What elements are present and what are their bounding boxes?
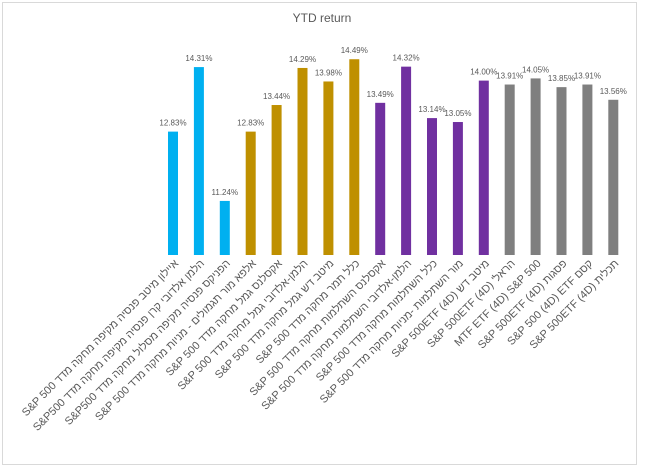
bar	[245, 131, 256, 255]
data-label: 11.24%	[212, 188, 239, 197]
data-label: 14.32%	[393, 54, 420, 63]
data-label: 14.49%	[341, 46, 368, 55]
data-label: 13.05%	[444, 109, 471, 118]
bar	[375, 102, 386, 255]
bar	[504, 84, 515, 255]
bar	[349, 59, 360, 256]
bar	[478, 80, 489, 255]
data-label: 14.00%	[470, 68, 497, 77]
data-label: 13.91%	[574, 72, 601, 81]
bar	[530, 78, 541, 255]
bar	[323, 81, 334, 255]
chart-title: YTD return	[293, 11, 352, 25]
bar	[168, 131, 178, 255]
bar	[219, 200, 230, 255]
data-label: 13.85%	[548, 74, 575, 83]
bar	[582, 84, 593, 255]
bar	[556, 87, 567, 255]
bar	[427, 118, 437, 255]
data-label: 14.31%	[185, 54, 212, 63]
data-label: 12.83%	[159, 119, 186, 128]
data-label: 13.98%	[315, 68, 342, 77]
bar	[297, 67, 308, 256]
bar	[271, 105, 282, 256]
data-label: 13.49%	[367, 90, 394, 99]
data-label: 13.91%	[496, 72, 523, 81]
bar	[452, 122, 463, 256]
data-label: 13.14%	[418, 105, 445, 114]
bar	[193, 67, 204, 255]
data-label: 12.83%	[237, 119, 264, 128]
bar	[608, 99, 619, 255]
data-label: 13.56%	[600, 87, 627, 96]
bar	[401, 66, 412, 255]
data-label: 13.44%	[263, 92, 290, 101]
data-label: 14.29%	[289, 55, 316, 64]
data-label: 14.05%	[522, 65, 549, 74]
